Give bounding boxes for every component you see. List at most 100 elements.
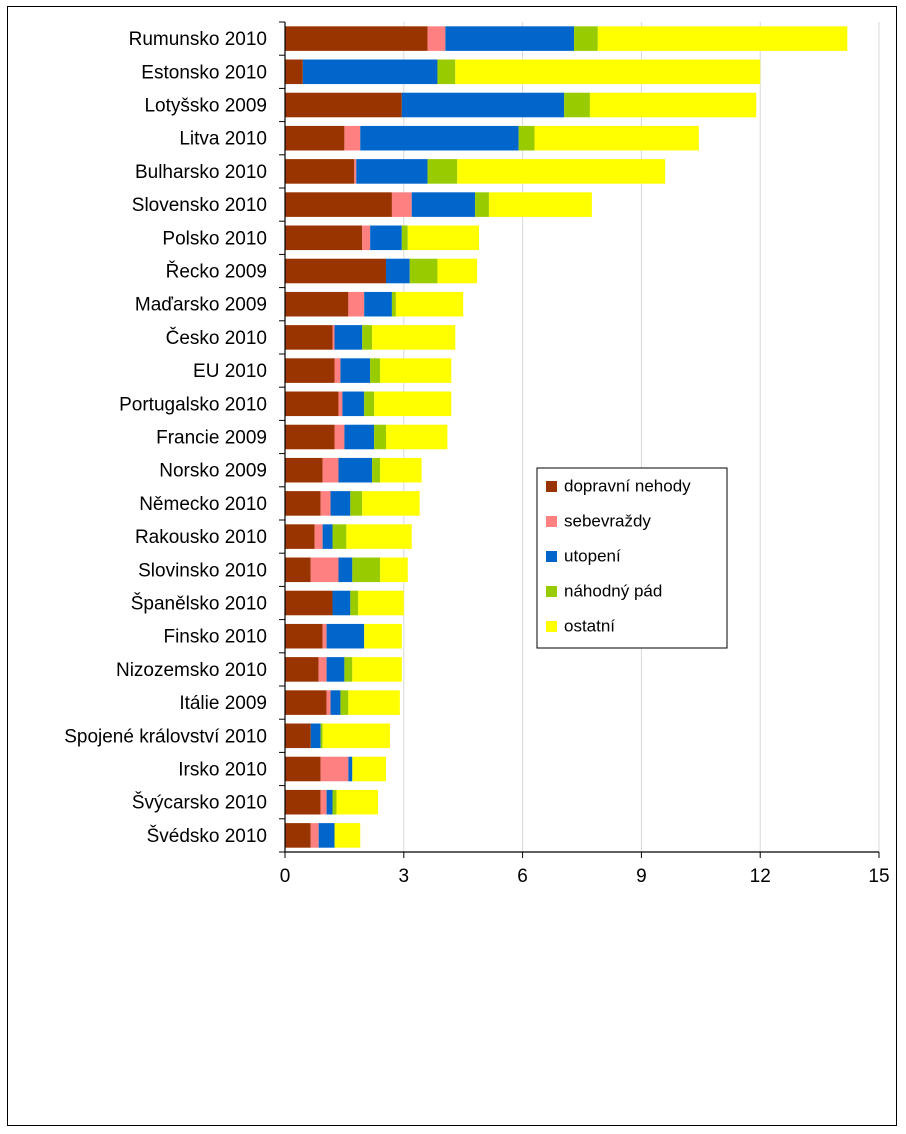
- bar-segment: [364, 291, 392, 317]
- bar-segment: [326, 690, 331, 715]
- category-label: Rakousko 2010: [135, 527, 267, 548]
- bar-segment: [320, 789, 327, 815]
- bar-segment: [380, 457, 422, 483]
- bar-segment: [374, 424, 386, 450]
- bar-segment: [358, 590, 404, 616]
- bar-segment: [338, 557, 353, 583]
- bar-segment: [332, 325, 335, 350]
- bar-segment: [385, 258, 410, 284]
- bar-segment: [364, 623, 402, 649]
- legend-label: utopení: [564, 547, 621, 566]
- bar-segment: [285, 557, 311, 583]
- category-label: Řecko 2009: [166, 261, 267, 283]
- bar-segment: [348, 690, 400, 715]
- bar-segment: [348, 291, 365, 317]
- bar-segment: [326, 789, 333, 815]
- category-label: Litva 2010: [179, 129, 267, 150]
- bar-segment: [285, 59, 303, 85]
- bar-segment: [320, 756, 349, 782]
- bar-segment: [437, 59, 456, 85]
- bar-segment: [330, 491, 351, 516]
- category-label: Portugalsko 2010: [119, 394, 267, 415]
- legend-label: náhodný pád: [564, 582, 662, 601]
- bar-segment: [314, 524, 323, 549]
- bar-segment: [340, 358, 371, 383]
- bar-segment: [322, 457, 339, 483]
- bar-segment: [597, 26, 848, 51]
- legend: dopravní nehody sebevraždy utopení náhodný …: [536, 467, 728, 649]
- bar-segment: [310, 723, 321, 749]
- bar-segment: [352, 756, 386, 782]
- bar-segment: [302, 59, 438, 85]
- bars: [285, 26, 848, 848]
- category-label: Lotyšsko 2009: [144, 96, 267, 117]
- bar-segment: [285, 358, 335, 383]
- bar-segment: [285, 225, 363, 251]
- bar-segment: [391, 192, 412, 217]
- x-tick-label: 0: [280, 866, 291, 887]
- bar-segment: [574, 26, 598, 51]
- category-label: Irsko 2010: [178, 760, 267, 781]
- bar-segment: [534, 125, 699, 151]
- bar-segment: [285, 26, 428, 51]
- bar-segment: [285, 657, 319, 682]
- bar-segment: [340, 690, 349, 715]
- x-tick-labels: 0 3 6 9 12 15: [280, 866, 890, 887]
- bar-segment: [350, 491, 363, 516]
- bar-segment: [380, 557, 408, 583]
- bar-segment: [285, 823, 311, 848]
- bar-segment: [285, 623, 323, 649]
- bar-segment: [310, 557, 339, 583]
- category-label: Španělsko 2010: [131, 593, 267, 615]
- bar-segment: [332, 789, 337, 815]
- category-label: Polsko 2010: [162, 228, 267, 249]
- legend-label: ostatní: [564, 617, 615, 636]
- bar-segment: [285, 491, 321, 516]
- bar-segment: [334, 823, 361, 848]
- bar-segment: [401, 92, 565, 118]
- category-label: Finsko 2010: [163, 627, 267, 648]
- bar-segment: [322, 723, 390, 749]
- bar-segment: [285, 325, 333, 350]
- bar-segment: [326, 657, 345, 682]
- bar-segment: [348, 756, 353, 782]
- bar-segment: [488, 192, 592, 217]
- bar-segment: [589, 92, 757, 118]
- bar-segment: [362, 225, 371, 251]
- bar-segment: [310, 823, 319, 848]
- category-label: Estonsko 2010: [141, 62, 267, 83]
- x-tick-label: 6: [517, 866, 528, 887]
- bar-segment: [354, 159, 357, 184]
- legend-swatch: [546, 586, 557, 597]
- bar-segment: [285, 457, 323, 483]
- bar-segment: [372, 325, 456, 350]
- bar-segment: [285, 723, 311, 749]
- category-label: EU 2010: [193, 361, 267, 382]
- bar-segment: [332, 590, 351, 616]
- category-label: Itálie 2009: [179, 693, 267, 714]
- category-label: Nizozemsko 2010: [116, 660, 267, 681]
- category-label: Německo 2010: [139, 494, 267, 515]
- bar-segment: [409, 258, 438, 284]
- bar-segment: [285, 590, 333, 616]
- bar-segment: [326, 623, 365, 649]
- bar-segment: [437, 258, 478, 284]
- bar-segment: [350, 590, 359, 616]
- bar-segment: [391, 291, 396, 317]
- category-label: Spojené království 2010: [64, 726, 267, 747]
- axes: [279, 21, 880, 858]
- bar-segment: [320, 491, 331, 516]
- bar-segment: [344, 424, 375, 450]
- bar-segment: [395, 291, 464, 317]
- bar-segment: [344, 125, 361, 151]
- bar-segment: [285, 424, 335, 450]
- category-labels: Rumunsko 2010 Estonsko 2010 Lotyšsko 2009 L…: [64, 29, 267, 847]
- bar-segment: [285, 291, 349, 317]
- bar-segment: [285, 92, 402, 118]
- bar-segment: [401, 225, 408, 251]
- category-label: Maďarsko 2009: [135, 295, 267, 316]
- bar-segment: [518, 125, 535, 151]
- bar-segment: [285, 690, 327, 715]
- legend-swatch: [546, 551, 557, 562]
